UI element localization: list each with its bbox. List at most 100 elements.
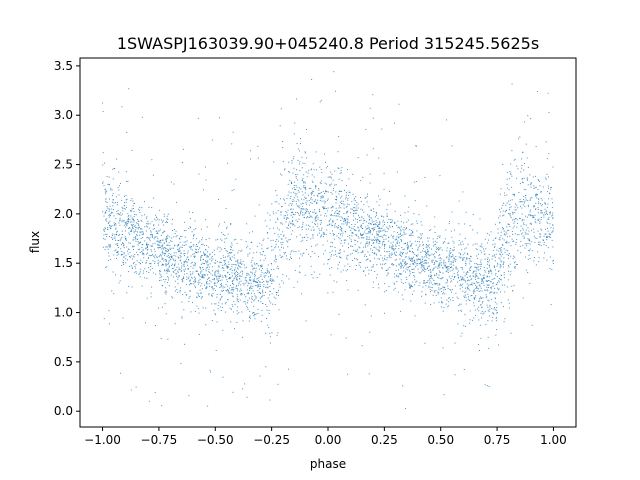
data-point <box>234 271 236 273</box>
data-point <box>438 301 440 303</box>
data-point <box>548 236 550 238</box>
data-point <box>461 241 463 243</box>
data-point <box>201 288 203 290</box>
data-point <box>117 247 119 249</box>
data-point <box>457 323 459 325</box>
data-point <box>231 308 232 310</box>
data-point <box>275 297 277 299</box>
data-point <box>199 278 201 280</box>
data-point <box>541 204 543 206</box>
data-point <box>146 244 148 246</box>
data-point <box>239 278 241 280</box>
data-point <box>437 248 439 250</box>
data-point <box>464 296 466 298</box>
data-point <box>262 295 264 297</box>
data-point <box>491 312 493 314</box>
data-point <box>256 281 258 283</box>
data-point <box>255 313 257 315</box>
data-point <box>138 242 140 244</box>
data-point <box>248 288 250 290</box>
data-point <box>443 259 445 261</box>
data-point <box>318 188 320 190</box>
data-point <box>517 138 519 140</box>
data-point <box>367 228 369 230</box>
data-point <box>395 269 397 271</box>
data-point <box>388 285 390 287</box>
data-point <box>194 276 196 278</box>
data-point <box>530 215 532 217</box>
data-point <box>329 219 331 221</box>
data-point <box>226 226 228 228</box>
data-point <box>378 236 380 238</box>
data-point <box>230 223 232 225</box>
data-point <box>508 302 510 304</box>
data-point <box>189 279 191 281</box>
data-point <box>109 220 111 222</box>
data-point <box>171 223 173 225</box>
data-point <box>552 230 554 232</box>
data-point <box>443 264 445 266</box>
data-point <box>541 210 543 212</box>
data-point <box>370 229 372 231</box>
data-point <box>548 232 550 234</box>
data-point <box>219 276 221 278</box>
data-point <box>377 195 379 197</box>
data-point <box>254 285 256 287</box>
data-point <box>128 249 130 251</box>
data-point <box>524 233 526 235</box>
data-point <box>455 268 457 270</box>
data-point <box>380 263 382 265</box>
data-point <box>173 265 175 267</box>
data-point <box>420 221 422 223</box>
data-point <box>463 295 465 297</box>
data-point <box>215 303 217 305</box>
data-point <box>403 230 405 232</box>
data-point <box>378 240 380 242</box>
data-point <box>290 223 291 225</box>
data-point <box>386 275 388 277</box>
data-point <box>231 272 233 274</box>
data-point <box>236 243 238 245</box>
data-point <box>522 232 524 234</box>
data-point <box>132 255 134 257</box>
data-point <box>280 222 282 224</box>
data-point <box>289 221 291 223</box>
data-point <box>210 281 212 283</box>
data-point <box>175 230 177 232</box>
data-point <box>232 290 234 292</box>
data-point <box>417 246 419 248</box>
data-point <box>249 277 251 279</box>
data-point <box>410 284 412 286</box>
data-point <box>444 238 446 240</box>
data-point <box>488 280 490 282</box>
data-point <box>241 336 243 338</box>
data-point <box>310 192 312 194</box>
data-point <box>147 222 149 224</box>
data-point <box>162 221 163 223</box>
data-point <box>413 181 415 183</box>
data-point <box>199 292 201 294</box>
data-point <box>184 236 186 238</box>
data-point <box>385 263 387 265</box>
data-point <box>495 284 497 286</box>
data-point <box>423 280 425 282</box>
data-point <box>438 263 440 265</box>
data-point <box>415 244 417 246</box>
data-point <box>137 244 139 246</box>
data-point <box>281 174 283 176</box>
data-point <box>164 252 166 254</box>
data-point <box>422 244 424 246</box>
data-point <box>389 246 391 248</box>
data-point <box>508 223 510 225</box>
data-point <box>206 266 208 268</box>
data-point <box>347 269 349 271</box>
data-point <box>448 255 450 257</box>
data-point <box>515 209 517 211</box>
data-point <box>125 222 127 224</box>
data-point <box>123 263 125 265</box>
data-point <box>171 264 173 266</box>
data-point <box>142 249 144 251</box>
data-point <box>393 289 395 291</box>
data-point <box>483 277 485 279</box>
data-point <box>430 275 432 277</box>
